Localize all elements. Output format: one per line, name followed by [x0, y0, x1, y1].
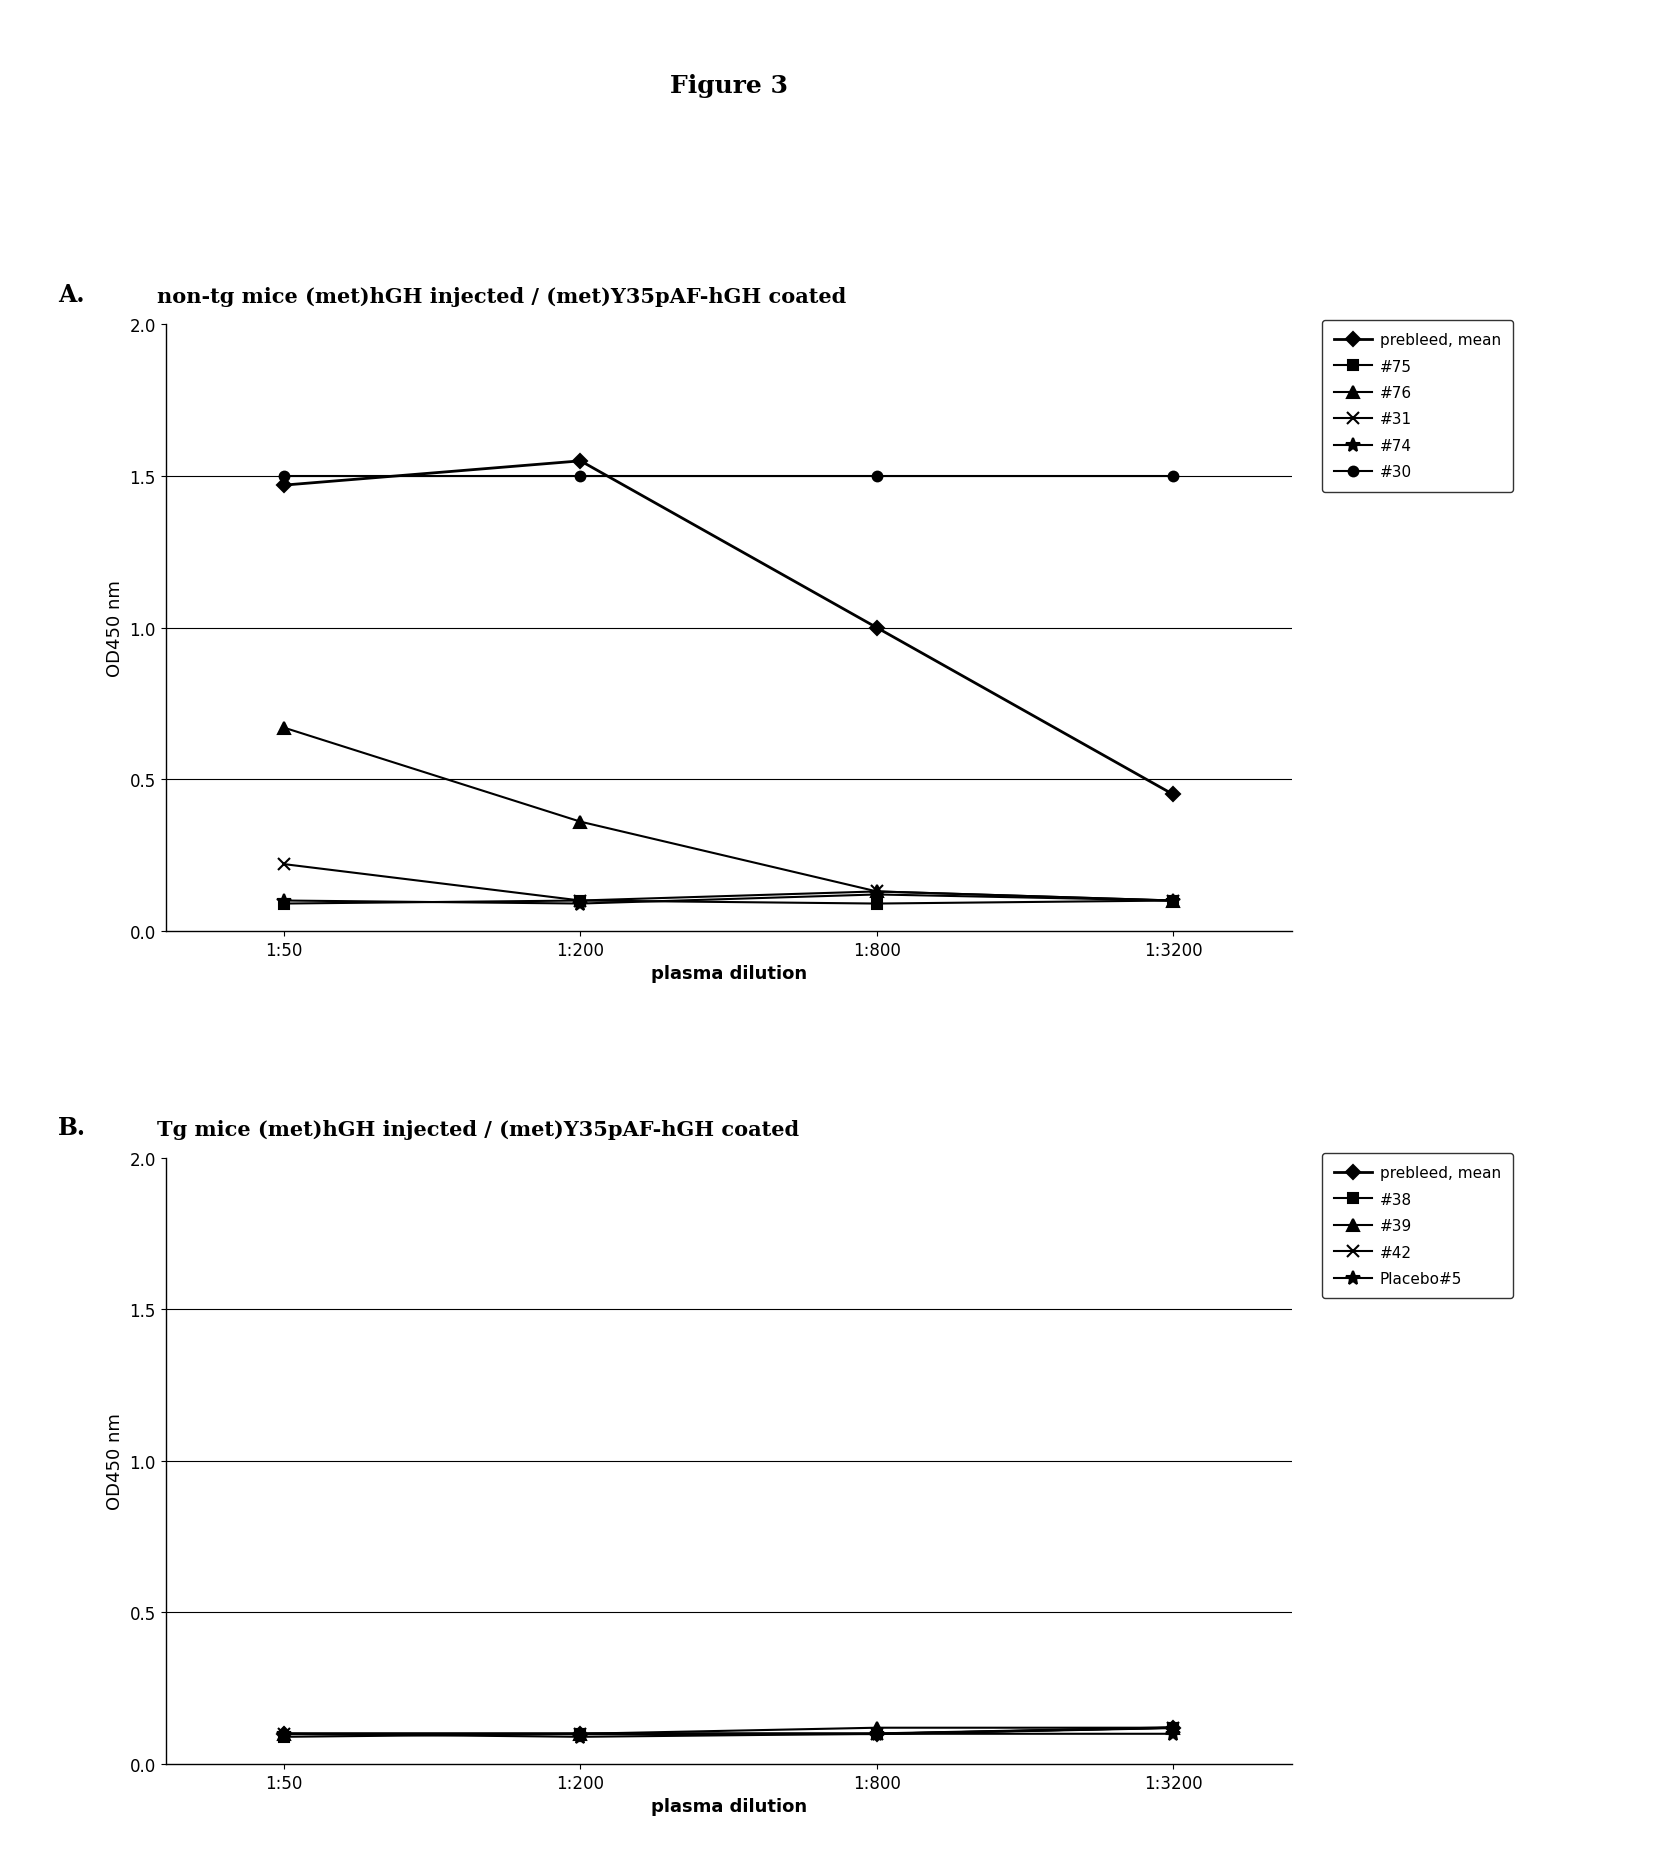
- Line: #75: #75: [280, 897, 1177, 908]
- #42: [866, 1723, 885, 1746]
- X-axis label: plasma dilution: plasma dilution: [650, 1798, 806, 1816]
- #30: [275, 466, 295, 488]
- Y-axis label: OD450 nm: OD450 nm: [106, 1413, 124, 1510]
- Text: B.: B.: [58, 1116, 86, 1140]
- Legend: prebleed, mean, #75, #76, #31, #74, #30: prebleed, mean, #75, #76, #31, #74, #30: [1321, 321, 1513, 492]
- #76: [1162, 890, 1182, 912]
- Placebo#5: [275, 1723, 295, 1746]
- #31: [275, 854, 295, 877]
- #76: [275, 717, 295, 739]
- prebleed, mean: [275, 475, 295, 498]
- #42: [571, 1723, 591, 1746]
- Legend: prebleed, mean, #38, #39, #42, Placebo#5: prebleed, mean, #38, #39, #42, Placebo#5: [1321, 1153, 1513, 1298]
- Line: prebleed, mean: prebleed, mean: [280, 1723, 1177, 1738]
- #74: [866, 884, 885, 906]
- Text: Tg mice (met)hGH injected / (met)Y35pAF-hGH coated: Tg mice (met)hGH injected / (met)Y35pAF-…: [157, 1120, 799, 1140]
- #39: [1162, 1716, 1182, 1738]
- prebleed, mean: [1162, 784, 1182, 806]
- #31: [571, 890, 591, 912]
- #30: [1162, 466, 1182, 488]
- #74: [571, 893, 591, 916]
- #39: [866, 1716, 885, 1738]
- Text: Figure 3: Figure 3: [669, 74, 788, 98]
- Text: non-tg mice (met)hGH injected / (met)Y35pAF-hGH coated: non-tg mice (met)hGH injected / (met)Y35…: [157, 286, 846, 306]
- Line: Placebo#5: Placebo#5: [276, 1727, 1180, 1744]
- #39: [275, 1723, 295, 1746]
- prebleed, mean: [866, 1723, 885, 1746]
- X-axis label: plasma dilution: plasma dilution: [650, 964, 806, 982]
- #75: [571, 890, 591, 912]
- Placebo#5: [866, 1723, 885, 1746]
- prebleed, mean: [1162, 1716, 1182, 1738]
- #38: [1162, 1716, 1182, 1738]
- #38: [275, 1725, 295, 1747]
- #74: [275, 890, 295, 912]
- Line: #31: #31: [278, 860, 1178, 906]
- Text: A.: A.: [58, 282, 84, 306]
- Placebo#5: [1162, 1723, 1182, 1746]
- Line: #76: #76: [278, 722, 1178, 906]
- #42: [275, 1723, 295, 1746]
- #42: [1162, 1716, 1182, 1738]
- Line: #42: #42: [278, 1721, 1178, 1740]
- Line: prebleed, mean: prebleed, mean: [280, 457, 1177, 800]
- #38: [571, 1723, 591, 1746]
- Line: #30: #30: [280, 472, 1177, 481]
- #75: [275, 893, 295, 916]
- #76: [866, 880, 885, 903]
- Line: #39: #39: [278, 1721, 1178, 1740]
- Line: #38: #38: [280, 1723, 1177, 1742]
- #76: [571, 812, 591, 834]
- prebleed, mean: [866, 617, 885, 639]
- #39: [571, 1723, 591, 1746]
- #38: [866, 1723, 885, 1746]
- #74: [1162, 890, 1182, 912]
- prebleed, mean: [275, 1723, 295, 1746]
- Placebo#5: [571, 1725, 591, 1747]
- prebleed, mean: [571, 451, 591, 474]
- prebleed, mean: [571, 1723, 591, 1746]
- #30: [866, 466, 885, 488]
- #30: [571, 466, 591, 488]
- #31: [1162, 890, 1182, 912]
- #31: [866, 880, 885, 903]
- Line: #74: #74: [276, 888, 1180, 912]
- Y-axis label: OD450 nm: OD450 nm: [106, 579, 124, 676]
- #75: [866, 893, 885, 916]
- #75: [1162, 890, 1182, 912]
